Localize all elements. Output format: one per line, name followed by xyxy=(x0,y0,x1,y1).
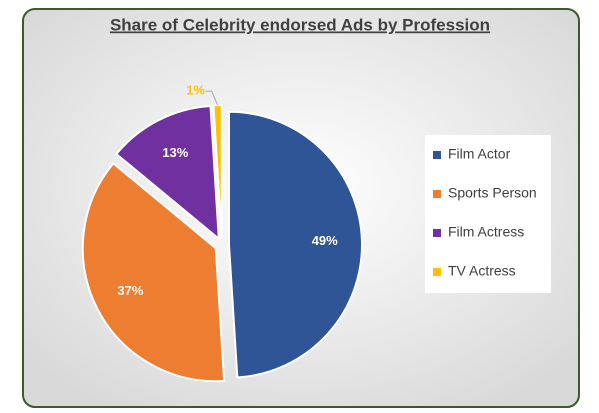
chart-title: Share of Celebrity endorsed Ads by Profe… xyxy=(110,15,490,34)
leader-line xyxy=(205,90,219,106)
legend-swatch xyxy=(433,268,441,276)
legend-label: Sports Person xyxy=(448,185,537,201)
data-label: 1% xyxy=(186,83,205,98)
pie-slice xyxy=(114,104,220,242)
data-label: 13% xyxy=(162,145,188,160)
legend-swatch xyxy=(433,190,441,198)
legend-swatch xyxy=(433,151,441,159)
pie-slice xyxy=(227,110,364,379)
legend-swatch xyxy=(433,229,441,237)
data-label: 37% xyxy=(117,283,143,298)
legend-label: Film Actress xyxy=(448,224,524,240)
pie-slice xyxy=(81,161,226,383)
legend-label: Film Actor xyxy=(448,146,511,162)
legend-box xyxy=(425,135,551,293)
legend-label: TV Actress xyxy=(448,263,516,279)
data-label: 49% xyxy=(312,233,338,248)
